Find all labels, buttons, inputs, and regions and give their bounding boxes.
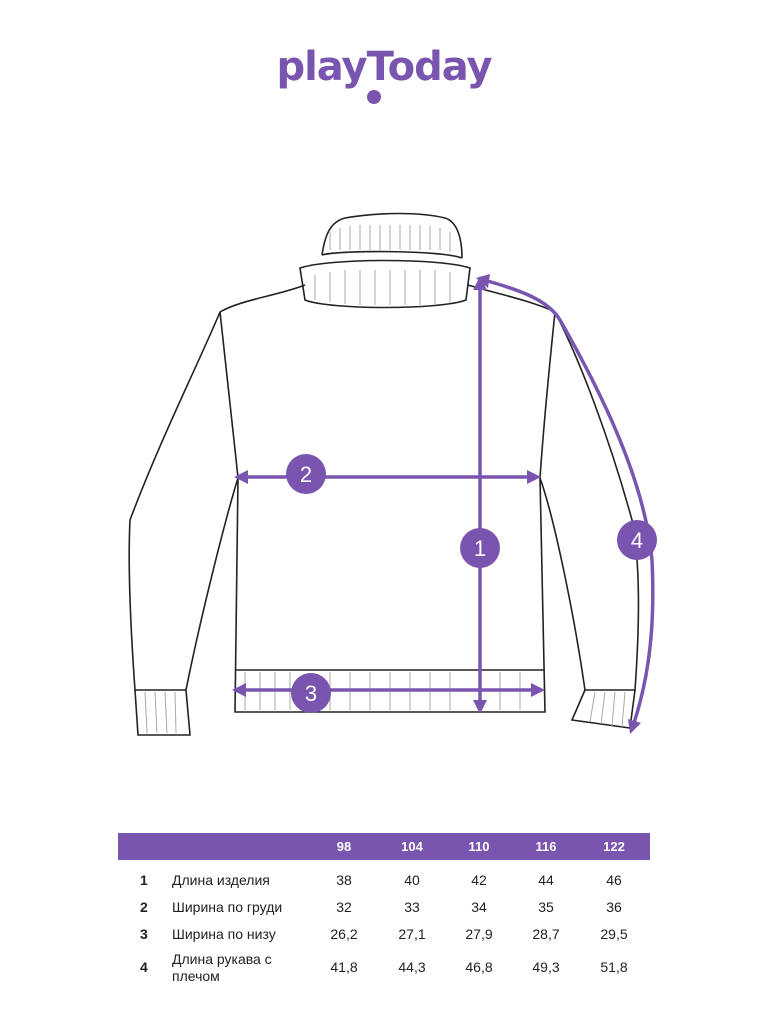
cell: 44 [538,872,554,888]
measurement-lines [241,278,655,727]
cell: 46,8 [465,959,493,975]
row-label: Ширина по низу [172,926,276,942]
cell: 41,8 [330,959,358,975]
cell: 49,3 [532,959,560,975]
logo-text: playToday [276,44,492,90]
size-header: 104 [401,839,423,854]
marker-4 [617,520,657,560]
measurement-markers: 1 2 3 4 [286,454,657,713]
cell: 28,7 [532,926,560,942]
marker-2-label: 2 [300,462,312,487]
measure-4-line [483,278,655,727]
cell: 44,3 [398,959,426,975]
brand-logo: playToday [0,44,768,90]
cell: 32 [336,899,352,915]
cell: 36 [606,899,622,915]
logo-dot [367,90,381,104]
marker-1 [460,528,500,568]
row-number: 1 [140,872,148,888]
size-header: 116 [535,839,557,854]
cell: 27,1 [398,926,426,942]
cell: 40 [404,872,420,888]
cell: 42 [471,872,487,888]
row-label: Длина рукава с плечом [172,951,272,984]
cell: 34 [471,899,487,915]
cell: 35 [538,899,554,915]
table-header: 98 104 110 116 122 [118,833,650,860]
marker-2 [286,454,326,494]
row-number: 2 [140,899,148,915]
cell: 51,8 [600,959,628,975]
sweater-outline [128,212,640,736]
row-number: 4 [140,959,148,975]
cell: 38 [336,872,352,888]
cell: 29,5 [600,926,628,942]
size-header: 98 [336,839,352,854]
size-header: 122 [603,839,625,854]
row-label: Ширина по груди [172,899,283,915]
cell: 46 [606,872,622,888]
cell: 26,2 [330,926,358,942]
marker-3 [291,673,331,713]
sweater-diagram: 1 2 3 4 [128,212,657,736]
size-header: 110 [468,839,490,854]
marker-3-label: 3 [305,681,317,706]
cell: 33 [404,899,420,915]
row-label: Длина изделия [172,872,270,888]
row-number: 3 [140,926,148,942]
marker-4-label: 4 [631,528,643,553]
cell: 27,9 [465,926,493,942]
marker-1-label: 1 [474,536,486,561]
